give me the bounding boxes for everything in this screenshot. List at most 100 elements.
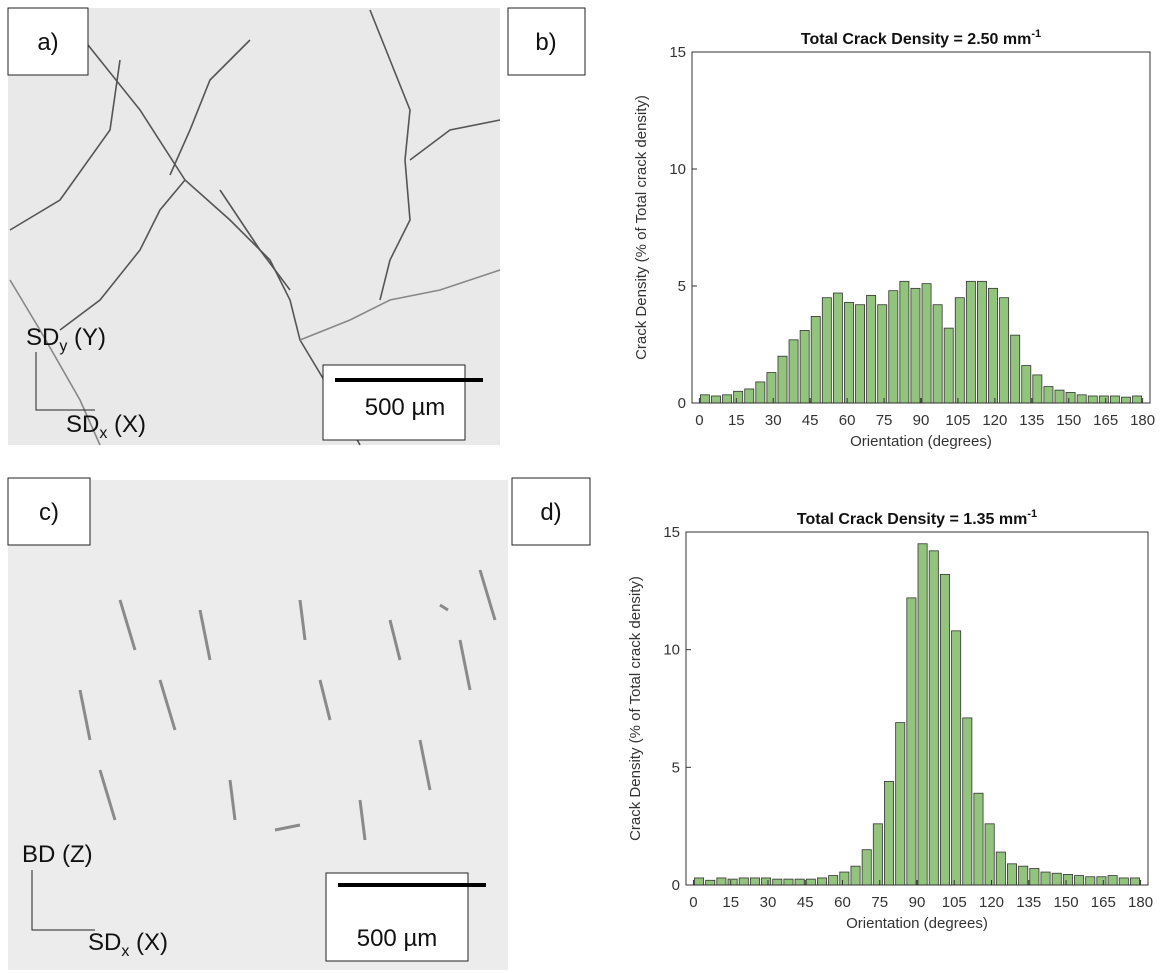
panel-label-box <box>7 477 91 546</box>
title-superscript: -1 <box>1031 28 1041 40</box>
x-tick-label: 120 <box>979 894 1004 911</box>
x-tick-label: 120 <box>982 412 1007 429</box>
bar <box>1087 395 1098 404</box>
bar <box>977 280 987 404</box>
bar <box>872 823 883 886</box>
bar <box>921 283 932 404</box>
y-tick-label: 10 <box>663 642 680 659</box>
bar <box>733 390 744 404</box>
y-tick-label: 0 <box>672 877 680 894</box>
bar <box>788 339 799 404</box>
bar <box>844 301 854 404</box>
x-tick-label: 165 <box>1093 412 1118 429</box>
x-tick-label: 165 <box>1091 894 1116 911</box>
y-tick-label: 15 <box>669 44 686 61</box>
x-tick-label: 75 <box>876 412 893 429</box>
bar <box>1096 876 1107 886</box>
bar <box>954 297 965 404</box>
bar <box>1118 877 1129 886</box>
axis-label: SDy (Y) <box>26 324 106 355</box>
axis-label: SDx (X) <box>88 929 168 960</box>
bar <box>928 550 939 886</box>
bar <box>1076 394 1087 404</box>
x-tick-label: 0 <box>689 894 697 911</box>
bar <box>943 327 954 404</box>
x-tick-label: 45 <box>797 894 814 911</box>
axis-arrows <box>35 352 95 411</box>
title-text: Total Crack Density = 2.50 mm <box>801 31 1031 48</box>
x-tick-label: 180 <box>1130 412 1155 429</box>
cracks <box>78 569 497 841</box>
bar <box>1043 386 1054 404</box>
x-tick-label: 105 <box>942 894 967 911</box>
panel-label-box <box>507 7 586 76</box>
bar <box>783 878 794 886</box>
panel-label: a) <box>37 29 58 56</box>
x-tick-label: 0 <box>695 412 703 429</box>
x-axis-label: Orientation (degrees) <box>846 915 988 932</box>
x-tick-label: 105 <box>945 412 970 429</box>
scale-bar-box <box>322 364 466 441</box>
panel-label-box <box>511 477 591 546</box>
bar <box>716 877 727 886</box>
chart-title: Total Crack Density = 2.50 mm-1 <box>801 28 1041 48</box>
scale-bar-box <box>325 872 469 962</box>
bar <box>988 287 998 404</box>
y-tick-label: 15 <box>663 524 680 541</box>
bar <box>888 290 899 404</box>
bar <box>1132 395 1143 404</box>
bar <box>999 297 1010 404</box>
y-tick-label: 10 <box>669 161 686 178</box>
bar <box>973 792 984 886</box>
title-superscript: -1 <box>1027 508 1037 520</box>
bar <box>738 877 749 886</box>
x-tick-label: 180 <box>1128 894 1153 911</box>
axis-label: SDx (X) <box>66 411 146 442</box>
bar <box>855 304 865 404</box>
panel-label: c) <box>39 499 59 526</box>
bar <box>1085 876 1096 886</box>
plot-frame <box>691 51 1151 404</box>
bar <box>906 597 917 886</box>
bar <box>1107 875 1118 886</box>
bar <box>1074 875 1085 886</box>
bar <box>1051 872 1062 886</box>
bar <box>1029 868 1040 886</box>
x-tick-label: 150 <box>1054 894 1079 911</box>
bar <box>761 877 772 886</box>
bar <box>939 573 950 886</box>
axis-arrows <box>31 870 95 931</box>
x-tick-label: 75 <box>871 894 888 911</box>
bar <box>839 871 850 886</box>
bar <box>877 304 888 404</box>
bar <box>766 372 777 404</box>
panel-label: b) <box>535 29 556 56</box>
y-tick-label: 5 <box>672 759 680 776</box>
x-tick-label: 135 <box>1016 894 1041 911</box>
bar <box>1021 365 1032 404</box>
bar <box>705 879 716 886</box>
bar <box>1065 392 1076 404</box>
bar <box>1129 877 1140 886</box>
x-tick-label: 60 <box>839 412 856 429</box>
bar <box>777 355 788 404</box>
bar <box>799 330 810 404</box>
x-tick-label: 15 <box>722 894 739 911</box>
x-tick-label: 15 <box>728 412 745 429</box>
bar <box>895 722 906 886</box>
bar <box>899 280 910 404</box>
bar <box>1109 395 1120 404</box>
x-tick-label: 45 <box>802 412 819 429</box>
bar <box>951 630 962 886</box>
cracks <box>9 9 501 446</box>
chart-title: Total Crack Density = 1.35 mm-1 <box>797 508 1037 528</box>
bar <box>1054 389 1065 404</box>
bar <box>711 395 721 404</box>
bar <box>749 877 760 886</box>
x-tick-label: 90 <box>909 894 926 911</box>
bar <box>1010 334 1021 404</box>
bar <box>817 877 827 886</box>
title-text: Total Crack Density = 1.35 mm <box>797 511 1027 528</box>
y-tick-label: 5 <box>678 278 686 295</box>
